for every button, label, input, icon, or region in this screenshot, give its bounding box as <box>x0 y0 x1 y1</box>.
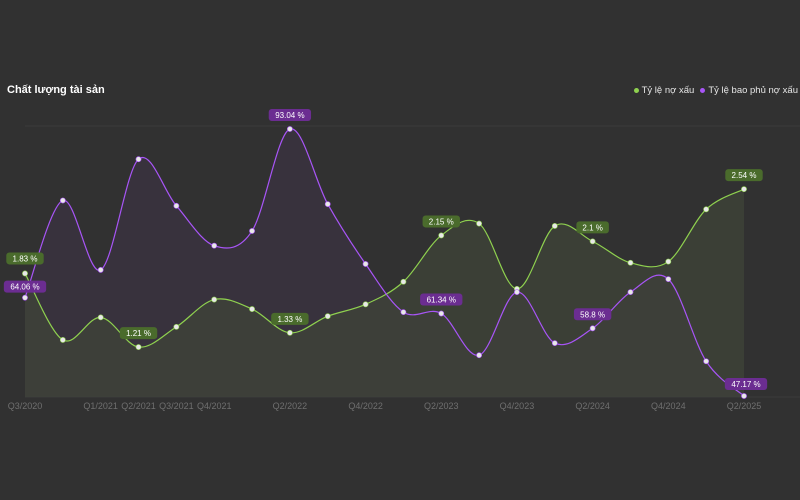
data-point <box>589 325 596 332</box>
data-label-bg <box>422 215 460 228</box>
x-tick-label: Q1/2021 <box>83 401 118 411</box>
data-point <box>438 310 445 317</box>
x-tick-label: Q3/2021 <box>159 401 194 411</box>
data-label-text: 2.1 % <box>582 223 602 232</box>
data-point <box>362 301 369 308</box>
data-label-bg <box>6 252 44 265</box>
data-point <box>211 242 218 249</box>
data-point <box>173 323 180 330</box>
data-label: 2.15 % <box>422 215 460 228</box>
data-label-text: 1.83 % <box>13 254 38 263</box>
data-label-bg <box>725 169 763 182</box>
data-point <box>703 206 710 213</box>
data-point <box>324 201 331 207</box>
x-tick-label: Q2/2023 <box>424 401 459 411</box>
data-label: 2.54 % <box>725 169 763 182</box>
x-tick-label: Q4/2024 <box>651 401 686 411</box>
chart-title: Chất lượng tài sản <box>7 84 105 96</box>
x-tick-label: Q4/2023 <box>500 401 535 411</box>
data-point <box>97 314 104 321</box>
data-label-text: 1.21 % <box>126 329 151 338</box>
legend-item-npl-ratio[interactable]: Tỷ lệ nợ xấu <box>633 85 695 96</box>
x-tick-label: Q2/2024 <box>575 401 610 411</box>
data-label-bg <box>268 109 312 121</box>
data-point <box>400 278 407 285</box>
data-point <box>627 259 634 266</box>
data-label-bg <box>724 378 768 390</box>
data-point <box>59 337 66 343</box>
legend-item-coverage-ratio[interactable]: Tỷ lệ bao phủ nợ xấu <box>700 85 798 96</box>
data-label: 2.1 % <box>576 221 609 234</box>
data-point <box>665 276 672 283</box>
data-point <box>22 294 28 301</box>
data-label: 58.8 % <box>573 308 612 321</box>
data-label-bg <box>420 293 463 306</box>
legend-dot-coverage-ratio <box>700 88 706 93</box>
data-label-text: 1.33 % <box>277 315 302 324</box>
x-tick-label: Q4/2022 <box>348 401 383 411</box>
data-point <box>135 156 142 163</box>
data-point <box>627 289 634 295</box>
data-point <box>249 228 255 234</box>
data-label-bg <box>3 280 47 293</box>
data-point <box>476 220 483 227</box>
data-point <box>324 313 331 320</box>
data-label-text: 93.04 % <box>275 111 304 120</box>
data-point <box>22 270 28 277</box>
legend-label-coverage-ratio: Tỷ lệ bao phủ nợ xấu <box>708 85 798 96</box>
data-label-text: 47.17 % <box>731 380 760 389</box>
x-tick-label: Q2/2022 <box>273 401 308 411</box>
data-point <box>211 296 218 303</box>
x-tick-label: Q2/2025 <box>727 401 762 411</box>
data-point <box>514 289 520 295</box>
x-tick-label: Q4/2021 <box>197 401 232 411</box>
data-point <box>59 197 66 204</box>
x-tick-label: Q2/2021 <box>121 401 156 411</box>
data-label: 1.21 % <box>119 327 158 340</box>
data-point <box>551 223 558 229</box>
data-point <box>97 267 104 273</box>
data-label-text: 58.8 % <box>580 310 605 319</box>
data-point <box>362 261 369 267</box>
data-point <box>589 238 596 245</box>
data-label: 61.34 % <box>420 293 463 306</box>
data-point <box>400 309 407 316</box>
data-label-bg <box>573 308 612 321</box>
data-point <box>135 344 142 350</box>
data-label-text: 61.34 % <box>427 296 456 305</box>
data-label: 1.83 % <box>6 252 44 265</box>
data-label-bg <box>271 312 309 325</box>
data-label: 93.04 % <box>268 109 312 121</box>
data-label-text: 2.54 % <box>732 171 757 180</box>
data-point <box>173 202 180 209</box>
legend-dot-npl-ratio <box>633 88 639 93</box>
data-label-text: 64.06 % <box>10 283 39 292</box>
data-label: 64.06 % <box>3 280 47 293</box>
chart-legend: Tỷ lệ nợ xấu Tỷ lệ bao phủ nợ xấu <box>633 85 798 96</box>
data-point <box>476 352 483 359</box>
legend-label-npl-ratio: Tỷ lệ nợ xấu <box>641 85 695 96</box>
data-label-bg <box>576 221 609 234</box>
data-label: 1.33 % <box>271 312 309 325</box>
data-point <box>741 186 747 193</box>
series-line-0 <box>24 188 745 348</box>
data-point <box>249 306 255 312</box>
data-point <box>703 358 710 365</box>
data-point <box>665 258 672 265</box>
data-point <box>741 393 747 399</box>
data-point <box>286 126 293 132</box>
x-tick-label: Q3/2020 <box>8 401 43 411</box>
data-label: 47.17 % <box>724 378 768 390</box>
data-label-text: 2.15 % <box>429 217 454 226</box>
data-point <box>438 232 445 239</box>
data-point <box>551 340 558 346</box>
data-label-bg <box>119 327 158 340</box>
data-point <box>286 329 293 336</box>
